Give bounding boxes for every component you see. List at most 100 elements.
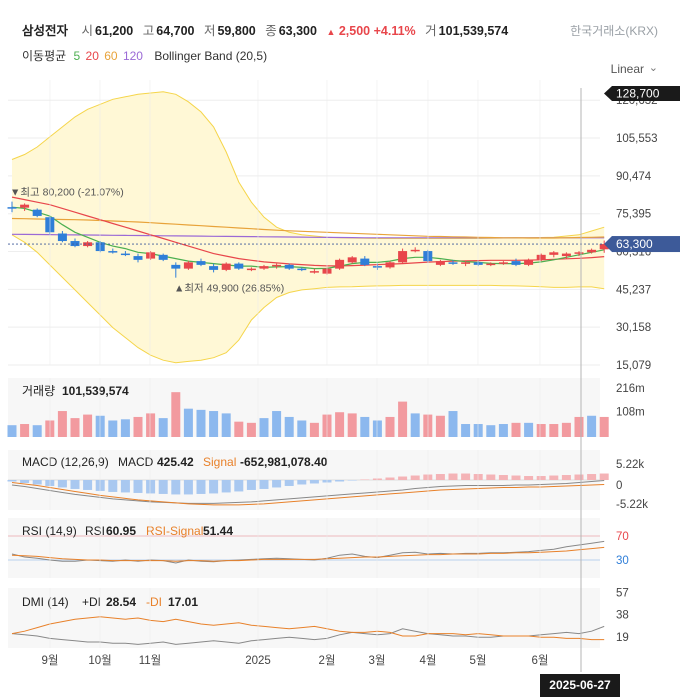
x-axis-label: 11월 bbox=[139, 654, 162, 667]
volume-value: 101,539,574 bbox=[438, 24, 509, 38]
macd-histogram-bar bbox=[7, 480, 17, 482]
volume-bar bbox=[335, 412, 345, 437]
candle-body bbox=[335, 259, 345, 269]
macd-histogram-bar bbox=[259, 480, 269, 489]
candle-body bbox=[587, 249, 597, 253]
dmi-plus-di-value: 28.54 bbox=[106, 595, 136, 609]
macd-histogram-bar bbox=[32, 480, 42, 485]
macd-tick-label: 5.22k bbox=[616, 459, 644, 471]
macd-histogram-bar bbox=[511, 475, 521, 480]
candle-body bbox=[574, 252, 584, 254]
candle-body bbox=[561, 253, 571, 257]
volume-bar bbox=[146, 413, 156, 437]
scale-mode-dropdown[interactable]: Linear bbox=[610, 62, 644, 76]
ma20-label: 20 bbox=[85, 49, 99, 63]
macd-histogram-bar bbox=[398, 476, 408, 480]
current-price-badge bbox=[612, 236, 680, 253]
dmi-tick-label: 19 bbox=[616, 632, 629, 644]
volume-bar bbox=[435, 415, 445, 437]
dmi-plus-di-label: +DI bbox=[82, 595, 101, 609]
volume-bar bbox=[246, 422, 256, 437]
macd-histogram-bar bbox=[108, 480, 118, 492]
macd-histogram-bar bbox=[146, 480, 156, 494]
macd-histogram-bar bbox=[574, 474, 584, 480]
exchange-name: 한국거래소(KRX) bbox=[570, 24, 658, 38]
price-tick-label: 105,553 bbox=[616, 133, 658, 145]
candle-body bbox=[385, 262, 395, 268]
bollinger-label: Bollinger Band (20,5) bbox=[154, 49, 268, 63]
volume-bar bbox=[284, 416, 294, 437]
x-axis-label: 10월 bbox=[88, 654, 111, 667]
ma60-label: 60 bbox=[104, 49, 118, 63]
candle-body bbox=[120, 253, 130, 256]
volume-tick-label: 216m bbox=[616, 383, 645, 395]
candle-body bbox=[410, 249, 420, 252]
top-price-badge-arrow bbox=[604, 86, 612, 101]
macd-histogram-bar bbox=[385, 477, 395, 480]
candle-body bbox=[146, 252, 156, 259]
volume-bar bbox=[196, 409, 206, 437]
rsi-panel-bg bbox=[8, 518, 600, 578]
stock-name: 삼성전자 bbox=[22, 24, 69, 38]
volume-bar bbox=[309, 422, 319, 437]
candle-body bbox=[511, 261, 521, 265]
volume-bar bbox=[221, 413, 231, 437]
candle-body bbox=[196, 261, 206, 265]
rsi-signal-label: RSI-Signal bbox=[146, 524, 203, 538]
candle-body bbox=[448, 262, 458, 264]
candle-body bbox=[272, 264, 282, 267]
price-tick-label: 45,237 bbox=[616, 284, 651, 296]
dmi-minus-di-line bbox=[11, 616, 605, 641]
volume-bar bbox=[20, 424, 30, 437]
volume-bar bbox=[398, 401, 408, 437]
indicator-legend[interactable]: 이동평균 5 20 60 120 Bollinger Band (20,5) bbox=[22, 47, 271, 64]
chevron-down-icon[interactable]: ⌄ bbox=[648, 62, 658, 74]
macd-histogram-bar bbox=[536, 476, 546, 480]
macd-histogram-bar bbox=[297, 480, 307, 485]
macd-line bbox=[11, 480, 605, 504]
candle-body bbox=[536, 254, 546, 260]
volume-bar bbox=[171, 392, 181, 437]
macd-histogram-bar bbox=[498, 475, 508, 480]
macd-histogram-bar bbox=[486, 474, 496, 480]
volume-bar bbox=[183, 408, 193, 437]
price-tick-label: 90,474 bbox=[616, 171, 652, 183]
candle-body bbox=[20, 204, 30, 208]
macd-histogram-bar bbox=[410, 475, 420, 480]
volume-bar bbox=[524, 422, 534, 437]
bollinger-lower-line bbox=[11, 234, 605, 364]
x-axis-label: 6월 bbox=[532, 654, 549, 667]
change-value: 2,500 bbox=[338, 24, 371, 38]
candle-body bbox=[309, 271, 319, 273]
macd-label: MACD bbox=[118, 455, 154, 469]
volume-bar bbox=[297, 420, 307, 437]
candle-body bbox=[234, 263, 244, 269]
candle-body bbox=[398, 251, 408, 263]
candle-body bbox=[246, 268, 256, 271]
top-price-badge bbox=[612, 86, 680, 101]
low-value: 59,800 bbox=[217, 24, 256, 38]
macd-histogram-bar bbox=[524, 476, 534, 480]
candle-body bbox=[297, 268, 307, 271]
macd-histogram-bar bbox=[209, 480, 219, 494]
volume-bar bbox=[133, 416, 143, 437]
rsi-tick-label: 30 bbox=[616, 555, 629, 567]
rsi-value: 60.95 bbox=[106, 524, 136, 538]
candle-body bbox=[209, 266, 219, 270]
volume-bar bbox=[108, 420, 118, 437]
current-price-badge-arrow bbox=[604, 236, 612, 253]
macd-histogram-bar bbox=[234, 480, 244, 492]
candle-body bbox=[133, 256, 143, 260]
volume-bar bbox=[549, 424, 559, 437]
volume-bar bbox=[372, 420, 382, 437]
candle-body bbox=[599, 244, 609, 250]
open-label: 시 bbox=[81, 24, 94, 38]
price-tick-label: 75,395 bbox=[616, 209, 651, 221]
crosshair-date-badge: 2025-06-27 bbox=[540, 674, 620, 697]
macd-histogram-bar bbox=[309, 480, 319, 484]
open-value: 61,200 bbox=[95, 24, 134, 38]
dmi-title: DMI (14) bbox=[22, 595, 69, 609]
volume-bar bbox=[209, 411, 219, 437]
volume-tick-label: 108m bbox=[616, 407, 645, 419]
